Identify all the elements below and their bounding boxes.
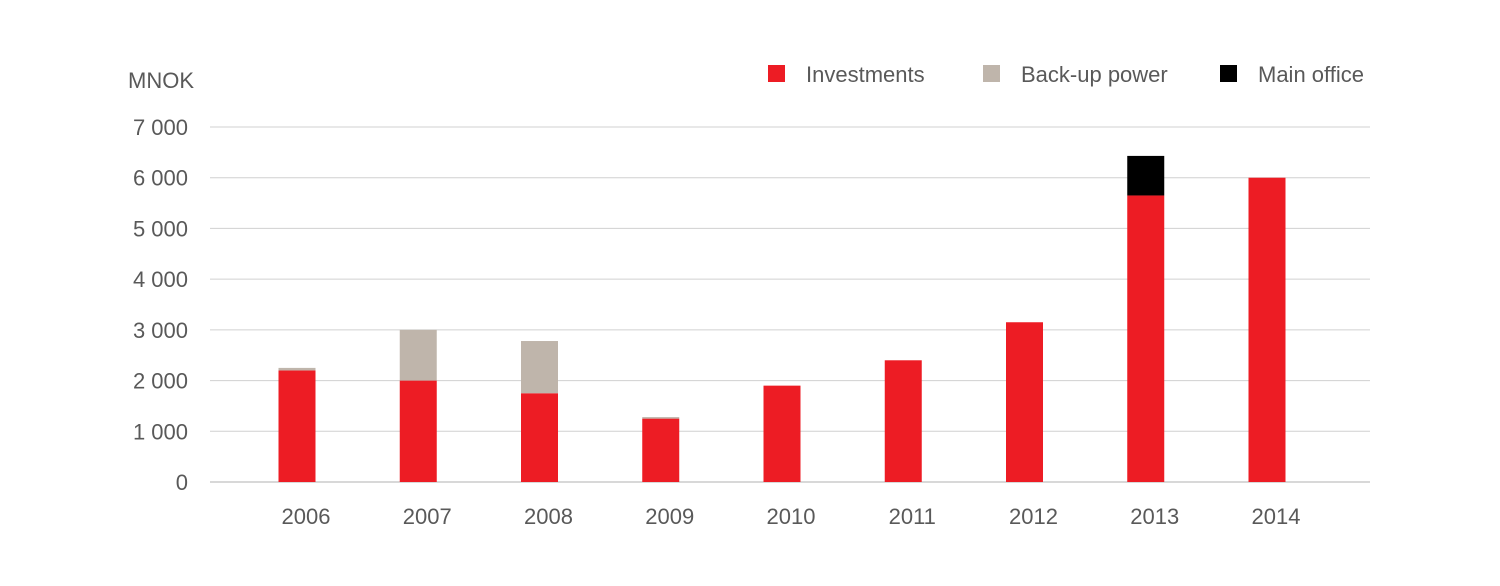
- bar-segment: [1006, 322, 1043, 482]
- x-tick-label: 2013: [1130, 504, 1179, 529]
- bar-segment: [1127, 195, 1165, 482]
- bar-segment: [642, 418, 680, 482]
- y-tick-label: 6 000: [133, 166, 188, 191]
- x-tick-label: 2008: [524, 504, 573, 529]
- y-tick-label: 3 000: [133, 318, 188, 343]
- y-tick-label: 7 000: [133, 115, 188, 140]
- x-tick-label: 2014: [1252, 504, 1301, 529]
- bar-segment: [763, 385, 801, 482]
- x-axis-ticks: 2006 2007 2008 2009 2010 2011 2012 2013 2014: [282, 504, 1301, 529]
- y-axis-ticks: 0 1 000 2 000 3 000 4 000 5 000 6 000 7 000: [133, 115, 188, 495]
- bar-segment: [884, 360, 922, 482]
- bar-segment: [399, 380, 437, 482]
- x-tick-label: 2006: [282, 504, 331, 529]
- bar-segment: [642, 417, 680, 419]
- legend-label: Back-up power: [1021, 62, 1168, 87]
- x-tick-label: 2011: [889, 504, 936, 529]
- y-tick-label: 1 000: [133, 419, 188, 444]
- bar-segment: [521, 341, 558, 394]
- y-tick-label: 4 000: [133, 267, 188, 292]
- legend-label: Main office: [1258, 62, 1364, 87]
- bar-segment: [521, 393, 558, 482]
- legend-swatch: [1220, 65, 1237, 82]
- bar-segment: [399, 329, 437, 381]
- bar-segment: [1248, 177, 1286, 482]
- bar-segment: [278, 370, 316, 482]
- y-axis-unit-label: MNOK: [128, 68, 194, 93]
- y-tick-label: 0: [176, 470, 188, 495]
- legend-swatch: [983, 65, 1000, 82]
- legend-label: Investments: [806, 62, 925, 87]
- bars: [278, 155, 1286, 482]
- bar-segment: [1127, 155, 1165, 196]
- x-tick-label: 2012: [1009, 504, 1058, 529]
- x-tick-label: 2009: [645, 504, 694, 529]
- legend: Investments Back-up power Main office: [768, 62, 1364, 87]
- y-tick-label: 5 000: [133, 216, 188, 241]
- x-tick-label: 2010: [767, 504, 816, 529]
- y-tick-label: 2 000: [133, 369, 188, 394]
- bar-segment: [278, 367, 316, 371]
- legend-swatch: [768, 65, 785, 82]
- x-tick-label: 2007: [403, 504, 452, 529]
